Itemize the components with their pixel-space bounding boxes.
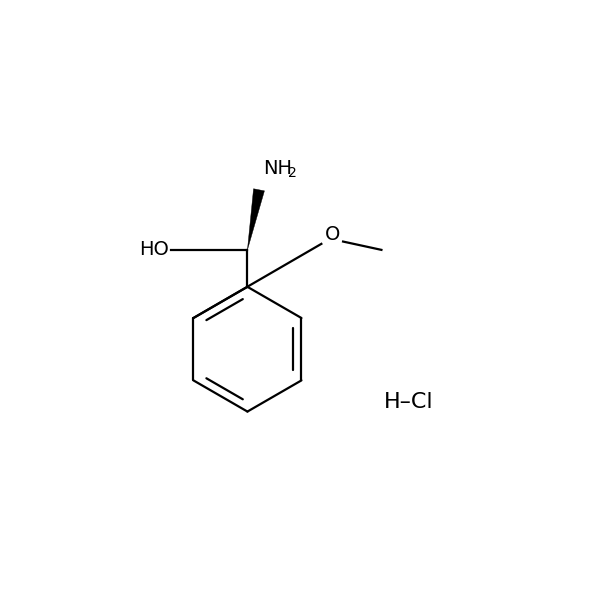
Text: 2: 2 — [287, 166, 296, 180]
Text: H–Cl: H–Cl — [385, 392, 434, 412]
Text: O: O — [325, 225, 341, 244]
Text: HO: HO — [139, 241, 169, 259]
Polygon shape — [247, 189, 265, 250]
Text: NH: NH — [263, 159, 293, 178]
